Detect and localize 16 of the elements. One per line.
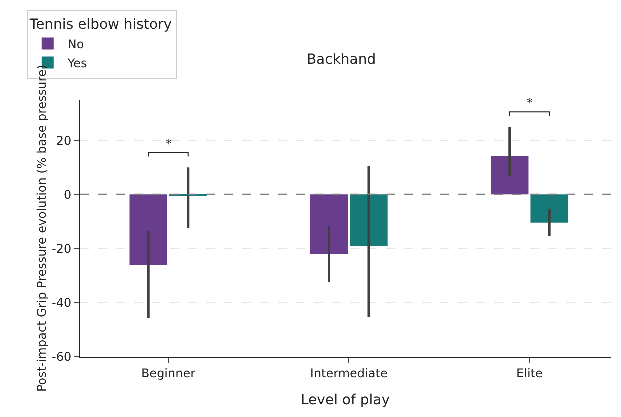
annotation: * — [166, 137, 172, 151]
x-axis-title: Level of play — [301, 392, 390, 409]
legend-title: Tennis elbow history — [28, 17, 172, 34]
y-axis-title: Post-impact Grip Pressure evolution (% base pressure) — [35, 65, 49, 392]
y-tick-label: 0 — [64, 188, 72, 202]
legend-label: Yes — [66, 56, 88, 70]
y-tick-label: -20 — [52, 242, 72, 256]
x-tick-label: Intermediate — [310, 366, 388, 380]
chart-title: Backhand — [306, 52, 376, 68]
y-tick-label: 20 — [56, 134, 72, 148]
legend-label: No — [68, 37, 84, 52]
x-tick-label: Beginner — [141, 366, 196, 380]
x-tick-label: Elite — [516, 366, 543, 380]
y-tick-label: -60 — [52, 350, 72, 364]
y-tick-label: -40 — [52, 296, 72, 310]
annotation: * — [527, 96, 533, 110]
